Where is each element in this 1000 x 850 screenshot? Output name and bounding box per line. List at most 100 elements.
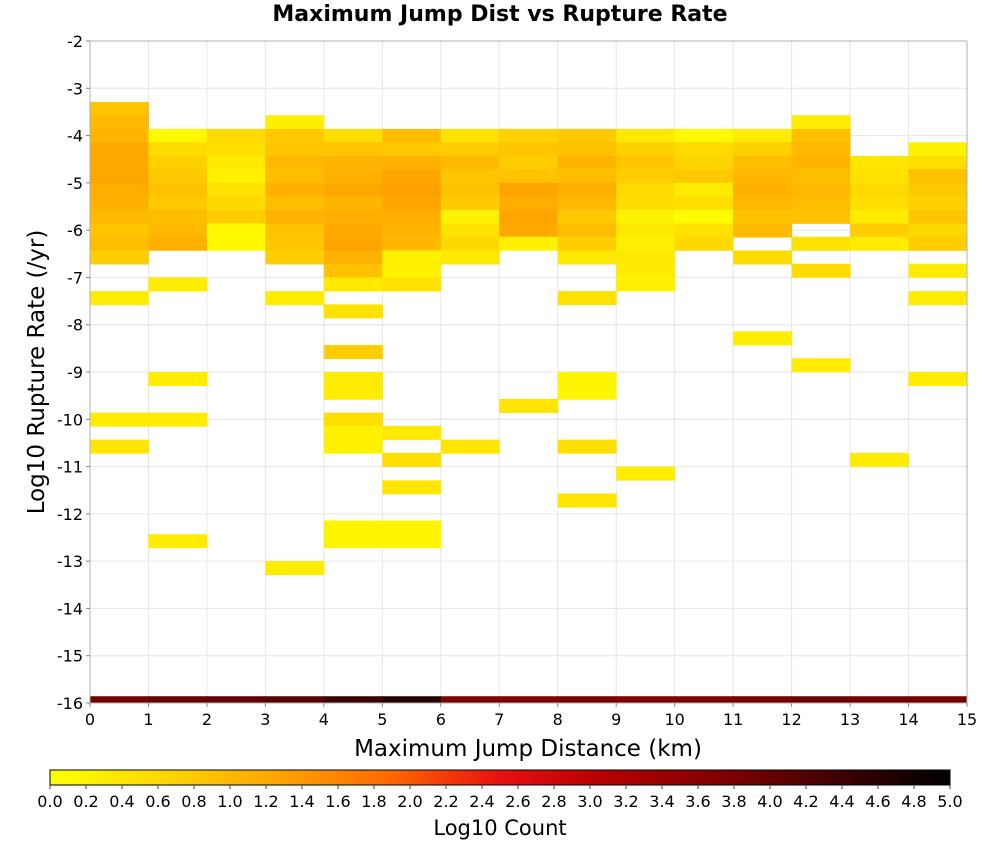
heatmap-cell: [908, 169, 968, 184]
heatmap-cell: [265, 169, 325, 184]
colorbar-tick-label: 4.0: [757, 792, 782, 811]
heatmap-cell: [674, 236, 734, 251]
colorbar-tick-label: 0.6: [145, 792, 170, 811]
heatmap-cell: [382, 142, 442, 157]
heatmap-cell: [148, 209, 208, 224]
heatmap-cell: [674, 155, 734, 170]
heatmap-cell: [206, 142, 266, 157]
heatmap-cell: [499, 142, 559, 157]
heatmap-cell: [90, 101, 149, 117]
heatmap-cell: [733, 696, 793, 703]
heatmap-cell: [616, 236, 676, 251]
heatmap-cell: [148, 236, 208, 251]
heatmap-cell: [557, 291, 617, 306]
heatmap-cell: [382, 128, 442, 143]
heatmap-cell: [616, 155, 676, 170]
heatmap-cell: [148, 277, 208, 292]
heatmap-cell: [382, 480, 442, 495]
heatmap-cell: [323, 236, 383, 251]
heatmap-cell: [557, 169, 617, 184]
heatmap-cell: [148, 128, 208, 143]
heatmap-cell: [148, 223, 208, 238]
heatmap-cell: [674, 128, 734, 143]
y-tick-label: -4: [67, 127, 83, 146]
x-tick-label: 7: [494, 710, 504, 729]
heatmap-cell: [206, 209, 266, 224]
heatmap-cell: [90, 115, 149, 130]
colorbar-tick-label: 4.6: [865, 792, 890, 811]
heatmap-cell: [791, 182, 851, 197]
heatmap-cell: [791, 209, 851, 224]
colorbar-tick-label: 4.4: [829, 792, 854, 811]
x-tick-label: 5: [377, 710, 387, 729]
heatmap-cell: [148, 372, 208, 387]
heatmap-cell: [499, 182, 559, 197]
heatmap-cell: [616, 209, 676, 224]
heatmap-cell: [440, 182, 500, 197]
heatmap-cell: [557, 155, 617, 170]
heatmap-cell: [557, 372, 617, 387]
heatmap-cell: [440, 169, 500, 184]
heatmap-cell: [90, 155, 149, 170]
colorbar-tick-label: 0.4: [109, 792, 134, 811]
heatmap-cell: [382, 534, 442, 549]
heatmap-cell: [265, 182, 325, 197]
heatmap-cell: [674, 142, 734, 157]
heatmap-cell: [908, 196, 968, 211]
heatmap-cell: [499, 128, 559, 143]
heatmap-cell: [382, 263, 442, 278]
heatmap-cell: [850, 696, 910, 703]
heatmap-cell: [265, 155, 325, 170]
heatmap-cell: [791, 196, 851, 211]
heatmap-cell: [733, 155, 793, 170]
y-tick-label: -3: [67, 79, 83, 98]
y-axis-label: Log10 Rupture Rate (/yr): [24, 230, 50, 515]
heatmap-cell: [440, 142, 500, 157]
heatmap-cell: [674, 209, 734, 224]
colorbar-tick-label: 2.0: [397, 792, 422, 811]
heatmap-cell: [90, 412, 149, 427]
x-tick-label: 11: [723, 710, 743, 729]
y-tick-label: -16: [57, 694, 83, 713]
heatmap-cell: [323, 696, 383, 703]
y-tick-label: -15: [57, 647, 83, 666]
colorbar-tick-label: 3.0: [577, 792, 602, 811]
heatmap-cell: [323, 196, 383, 211]
heatmap-cell: [908, 696, 968, 703]
heatmap-cell: [382, 425, 442, 440]
heatmap-cell: [791, 128, 851, 143]
x-tick-label: 4: [319, 710, 329, 729]
heatmap-cell: [791, 358, 851, 373]
x-tick-label: 14: [898, 710, 918, 729]
heatmap-cell: [791, 142, 851, 157]
heatmap-cell: [616, 466, 676, 481]
heatmap-cell: [265, 696, 325, 703]
heatmap-cell: [674, 696, 734, 703]
heatmap-cell: [323, 277, 383, 292]
heatmap-cell: [908, 372, 968, 387]
heatmap-cell: [90, 250, 149, 265]
heatmap-cell: [90, 209, 149, 224]
heatmap-cell: [674, 196, 734, 211]
heatmap-cell: [206, 155, 266, 170]
heatmap-cell: [206, 196, 266, 211]
heatmap-cell: [90, 696, 149, 703]
heatmap-cell: [323, 182, 383, 197]
y-tick-label: -10: [57, 410, 83, 429]
heatmap-cell: [440, 209, 500, 224]
colorbar-tick-label: 4.8: [901, 792, 926, 811]
heatmap-cell: [616, 250, 676, 265]
heatmap-cell: [323, 209, 383, 224]
heatmap-cell: [440, 696, 500, 703]
heatmap-cell: [557, 385, 617, 400]
heatmap-cell: [674, 223, 734, 238]
heatmap-cell: [440, 439, 500, 454]
heatmap-cell: [557, 223, 617, 238]
heatmap-cell: [499, 196, 559, 211]
heatmap-cell: [616, 169, 676, 184]
heatmap-cell: [90, 128, 149, 143]
heatmap-cell: [265, 115, 325, 130]
colorbar-tick-label: 3.2: [613, 792, 638, 811]
heatmap-cell: [148, 142, 208, 157]
heatmap-cell: [733, 182, 793, 197]
